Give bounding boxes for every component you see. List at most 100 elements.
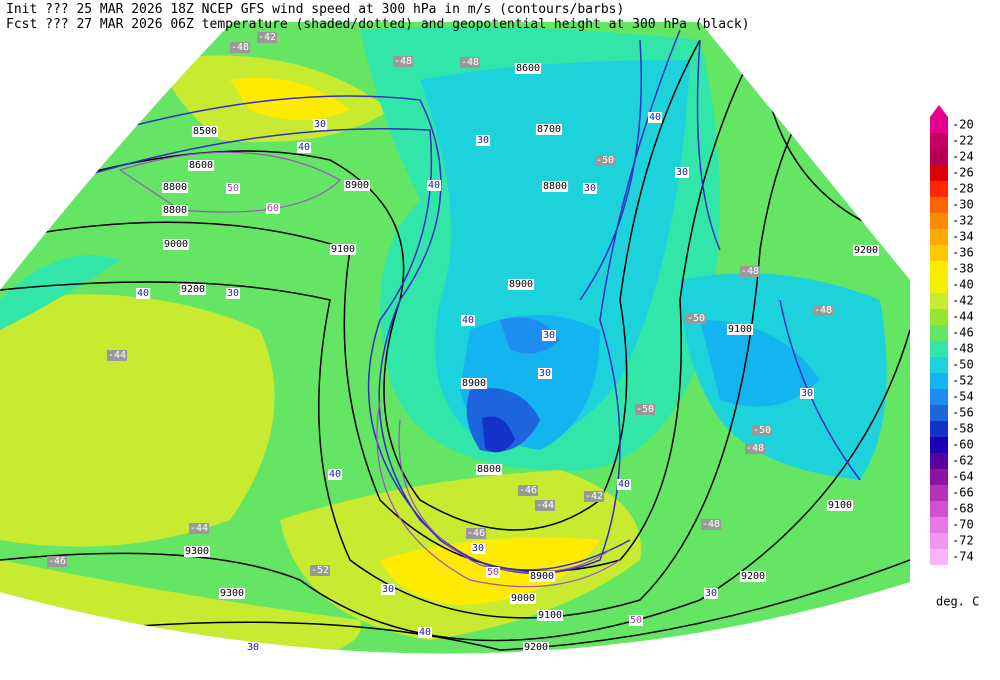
contour-label-bg (161, 205, 189, 216)
contour-label-bg (517, 485, 539, 496)
contour-label-bg (812, 305, 834, 316)
colorbar-label: -58 (952, 422, 974, 436)
contour-label: 8600 (516, 63, 540, 74)
contour-label: -46 (48, 556, 66, 567)
contour-label-bg (135, 288, 151, 299)
contour-label-bg (162, 239, 190, 250)
contour-label-bg (534, 500, 556, 511)
contour-label: 40 (329, 469, 341, 480)
contour-label-bg (296, 142, 312, 153)
colorbar-label: -20 (952, 118, 974, 132)
colorbar-label: -62 (952, 454, 974, 468)
colorbar: -20 -22 -24 -26 -28 -30 -32 -34 -36 -38 -40 -42 -44 -… (930, 105, 974, 565)
colorbar-label: -32 (952, 214, 974, 228)
contour-label-bg (799, 388, 815, 399)
contour-label-bg (514, 63, 542, 74)
contour-label: 9000 (164, 239, 188, 250)
contour-label: 9200 (524, 642, 548, 653)
colorbar-label: -66 (952, 486, 974, 500)
colorbar-swatch (930, 213, 948, 229)
colorbar-label: -60 (952, 438, 974, 452)
contour-label: 30 (584, 183, 596, 194)
contour-label-bg (470, 543, 486, 554)
contour-label-bg (161, 182, 189, 193)
contour-label: 30 (543, 330, 555, 341)
colorbar-label: -70 (952, 518, 974, 532)
contour-label: 9000 (511, 593, 535, 604)
contour-label: 8900 (462, 378, 486, 389)
contour-label: 9300 (220, 588, 244, 599)
contour-label: 40 (419, 627, 431, 638)
colorbar-swatch (930, 501, 948, 517)
contour-label-bg (852, 245, 880, 256)
colorbar-swatch (930, 453, 948, 469)
contour-label-bg (751, 425, 773, 436)
contour-label: 40 (298, 142, 310, 153)
contour-label-bg (312, 119, 328, 130)
contour-label: -48 (231, 42, 249, 53)
contour-label-bg (265, 203, 281, 214)
colorbar-swatch (930, 469, 948, 485)
colorbar-swatch (930, 117, 948, 133)
contour-label-bg (507, 279, 535, 290)
contour-label: 50 (630, 615, 642, 626)
colorbar-swatch (930, 245, 948, 261)
contour-label: 9200 (854, 245, 878, 256)
contour-label: 8900 (530, 571, 554, 582)
contour-label: -44 (536, 500, 554, 511)
contour-label: -46 (519, 485, 537, 496)
contour-label-bg (460, 315, 476, 326)
contour-label: -48 (814, 305, 832, 316)
contour-label: 9100 (828, 500, 852, 511)
contour-label: 8800 (163, 205, 187, 216)
contour-label: 8600 (189, 160, 213, 171)
colorbar-label: -52 (952, 374, 974, 388)
contour-label: -50 (596, 155, 614, 166)
contour-label: -42 (258, 32, 276, 43)
contour-label-bg (460, 378, 488, 389)
contour-label-bg (739, 571, 767, 582)
contour-label-bg (739, 266, 761, 277)
contour-label-bg (634, 404, 656, 415)
colorbar-swatch (930, 149, 948, 165)
contour-label: 60 (267, 203, 279, 214)
contour-label-bg (826, 500, 854, 511)
colorbar-label: -68 (952, 502, 974, 516)
colorbar-label: -46 (952, 326, 974, 340)
contour-label-bg (475, 464, 503, 475)
colorbar-swatch (930, 373, 948, 389)
colorbar-label: -34 (952, 230, 974, 244)
contour-label: 50 (227, 183, 239, 194)
contour-label-bg (465, 528, 487, 539)
colorbar-swatch (930, 389, 948, 405)
colorbar-swatch (930, 517, 948, 533)
contour-label-bg (616, 479, 632, 490)
colorbar-label: -74 (952, 550, 974, 564)
contour-label-bg (726, 324, 754, 335)
contour-label-bg (541, 330, 557, 341)
temperature-shading (0, 22, 910, 654)
contour-label-bg (528, 571, 556, 582)
contour-label: 9200 (181, 284, 205, 295)
contour-label: -48 (394, 56, 412, 67)
contour-label-bg (46, 556, 68, 567)
colorbar-label: -44 (952, 310, 974, 324)
contour-label-bg (380, 584, 396, 595)
colorbar-label: -64 (952, 470, 974, 484)
colorbar-label: -50 (952, 358, 974, 372)
contour-label-bg (256, 32, 278, 43)
contour-label-bg (535, 124, 563, 135)
contour-label: -52 (311, 565, 329, 576)
header-line: Init ??? 25 MAR 2026 18Z NCEP GFS wind s… (6, 2, 624, 17)
contour-label: 30 (382, 584, 394, 595)
contour-label-bg (329, 244, 357, 255)
contour-label: -48 (702, 519, 720, 530)
contour-label-bg (685, 313, 707, 324)
contour-label: 8800 (477, 464, 501, 475)
contour-label-bg (628, 615, 644, 626)
contour-label-bg (459, 57, 481, 68)
contour-label-bg (744, 443, 766, 454)
contour-label-bg (485, 567, 501, 578)
colorbar-swatch (930, 421, 948, 437)
contour-label-bg (187, 160, 215, 171)
